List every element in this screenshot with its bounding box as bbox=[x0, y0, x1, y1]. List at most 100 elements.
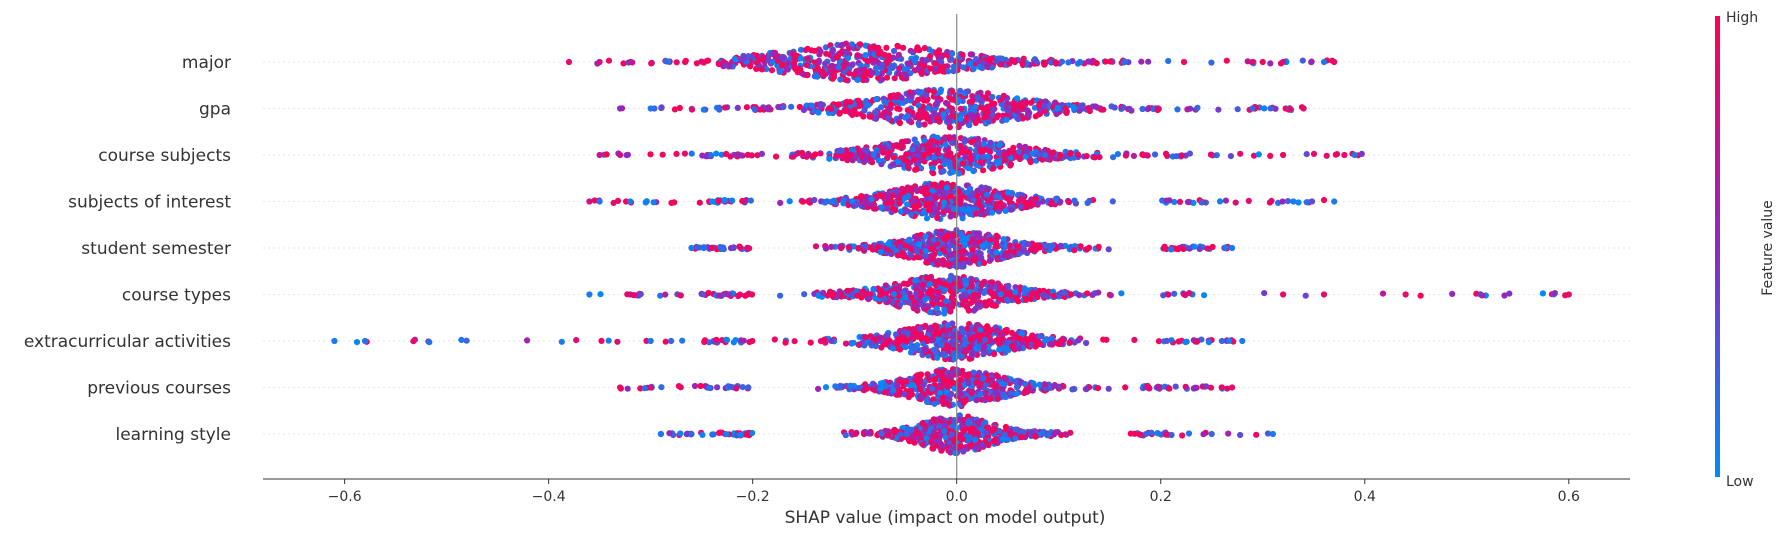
shap-point bbox=[900, 253, 908, 260]
shap-point bbox=[701, 338, 708, 346]
shap-point bbox=[1126, 105, 1133, 112]
shap-point bbox=[827, 288, 834, 295]
shap-point bbox=[742, 292, 749, 299]
shap-point bbox=[1054, 104, 1061, 112]
shap-point bbox=[1014, 243, 1021, 250]
shap-point bbox=[908, 294, 915, 301]
shap-point bbox=[1032, 195, 1039, 202]
shap-point bbox=[984, 327, 991, 334]
shap-point bbox=[907, 245, 914, 252]
shap-point bbox=[1249, 105, 1256, 112]
shap-point bbox=[1182, 339, 1189, 346]
shap-point bbox=[331, 337, 338, 345]
shap-point bbox=[662, 57, 670, 65]
shap-point bbox=[873, 96, 880, 103]
shap-point bbox=[961, 136, 968, 143]
shap-point bbox=[1168, 337, 1175, 344]
shap-point bbox=[905, 394, 912, 401]
shap-point bbox=[624, 151, 632, 158]
shap-point bbox=[605, 57, 613, 64]
shap-point bbox=[1095, 243, 1102, 250]
shap-point bbox=[1320, 291, 1328, 298]
shap-point bbox=[819, 71, 826, 78]
shap-point bbox=[1267, 105, 1274, 112]
shap-point bbox=[688, 106, 696, 113]
shap-point bbox=[861, 157, 868, 164]
shap-point bbox=[1215, 106, 1222, 113]
shap-point bbox=[846, 383, 853, 390]
shap-point bbox=[1016, 148, 1023, 155]
shap-point bbox=[1331, 58, 1338, 66]
shap-point bbox=[952, 244, 959, 251]
shap-point bbox=[565, 58, 573, 66]
shap-point bbox=[981, 343, 988, 350]
shap-point bbox=[789, 50, 796, 57]
shap-point bbox=[956, 386, 963, 393]
shap-point bbox=[840, 197, 847, 204]
shap-point bbox=[945, 68, 952, 75]
shap-point bbox=[907, 252, 915, 259]
shap-point bbox=[862, 52, 869, 59]
shap-point bbox=[997, 203, 1004, 210]
shap-point bbox=[1180, 58, 1188, 66]
shap-point bbox=[1194, 338, 1201, 345]
shap-point bbox=[1074, 151, 1081, 158]
shap-point bbox=[1178, 152, 1185, 159]
shap-point bbox=[1015, 115, 1022, 123]
shap-point bbox=[950, 299, 957, 306]
shap-point bbox=[1232, 199, 1239, 206]
shap-point bbox=[1118, 290, 1125, 297]
shap-point bbox=[1031, 382, 1038, 389]
shap-point bbox=[1010, 144, 1017, 151]
shap-point bbox=[901, 66, 908, 73]
shap-point bbox=[1023, 99, 1030, 106]
shap-point bbox=[965, 149, 972, 156]
shap-point bbox=[814, 65, 821, 72]
shap-point bbox=[877, 292, 884, 299]
shap-point bbox=[804, 55, 811, 62]
shap-point bbox=[903, 73, 910, 80]
shap-point bbox=[981, 114, 988, 121]
shap-point bbox=[1092, 59, 1099, 66]
shap-point bbox=[927, 65, 934, 72]
shap-point bbox=[668, 199, 675, 206]
shap-point bbox=[788, 103, 795, 110]
shap-point bbox=[1144, 106, 1151, 113]
shap-point bbox=[1107, 58, 1114, 65]
shap-point bbox=[828, 198, 835, 205]
shap-point bbox=[828, 105, 835, 112]
shap-point bbox=[882, 282, 889, 289]
shap-point bbox=[947, 308, 954, 315]
shap-point bbox=[902, 344, 909, 351]
shap-point bbox=[976, 238, 983, 245]
shap-point bbox=[777, 199, 784, 206]
shap-point bbox=[849, 157, 856, 164]
shap-point bbox=[688, 244, 695, 252]
shap-point bbox=[1008, 206, 1015, 213]
shap-point bbox=[1016, 345, 1023, 352]
shap-point bbox=[947, 372, 954, 379]
shap-point bbox=[984, 153, 991, 160]
shap-point bbox=[901, 195, 909, 202]
shap-point bbox=[829, 47, 837, 54]
shap-point bbox=[714, 384, 721, 391]
shap-point bbox=[1048, 201, 1055, 208]
shap-point bbox=[1001, 252, 1008, 259]
shap-point bbox=[1176, 198, 1184, 205]
shap-point bbox=[733, 385, 740, 392]
shap-point bbox=[812, 151, 819, 158]
shap-point bbox=[749, 337, 756, 345]
shap-point bbox=[979, 154, 986, 161]
shap-point bbox=[943, 298, 950, 305]
shap-point bbox=[617, 105, 624, 112]
shap-point bbox=[917, 393, 924, 400]
shap-point bbox=[747, 63, 754, 70]
shap-point bbox=[941, 157, 948, 164]
shap-point bbox=[1358, 150, 1365, 157]
shap-point bbox=[879, 76, 886, 83]
shap-point bbox=[851, 106, 858, 114]
shap-point bbox=[862, 243, 869, 250]
shap-point bbox=[807, 339, 814, 346]
shap-point bbox=[973, 397, 980, 404]
shap-point bbox=[948, 56, 955, 63]
